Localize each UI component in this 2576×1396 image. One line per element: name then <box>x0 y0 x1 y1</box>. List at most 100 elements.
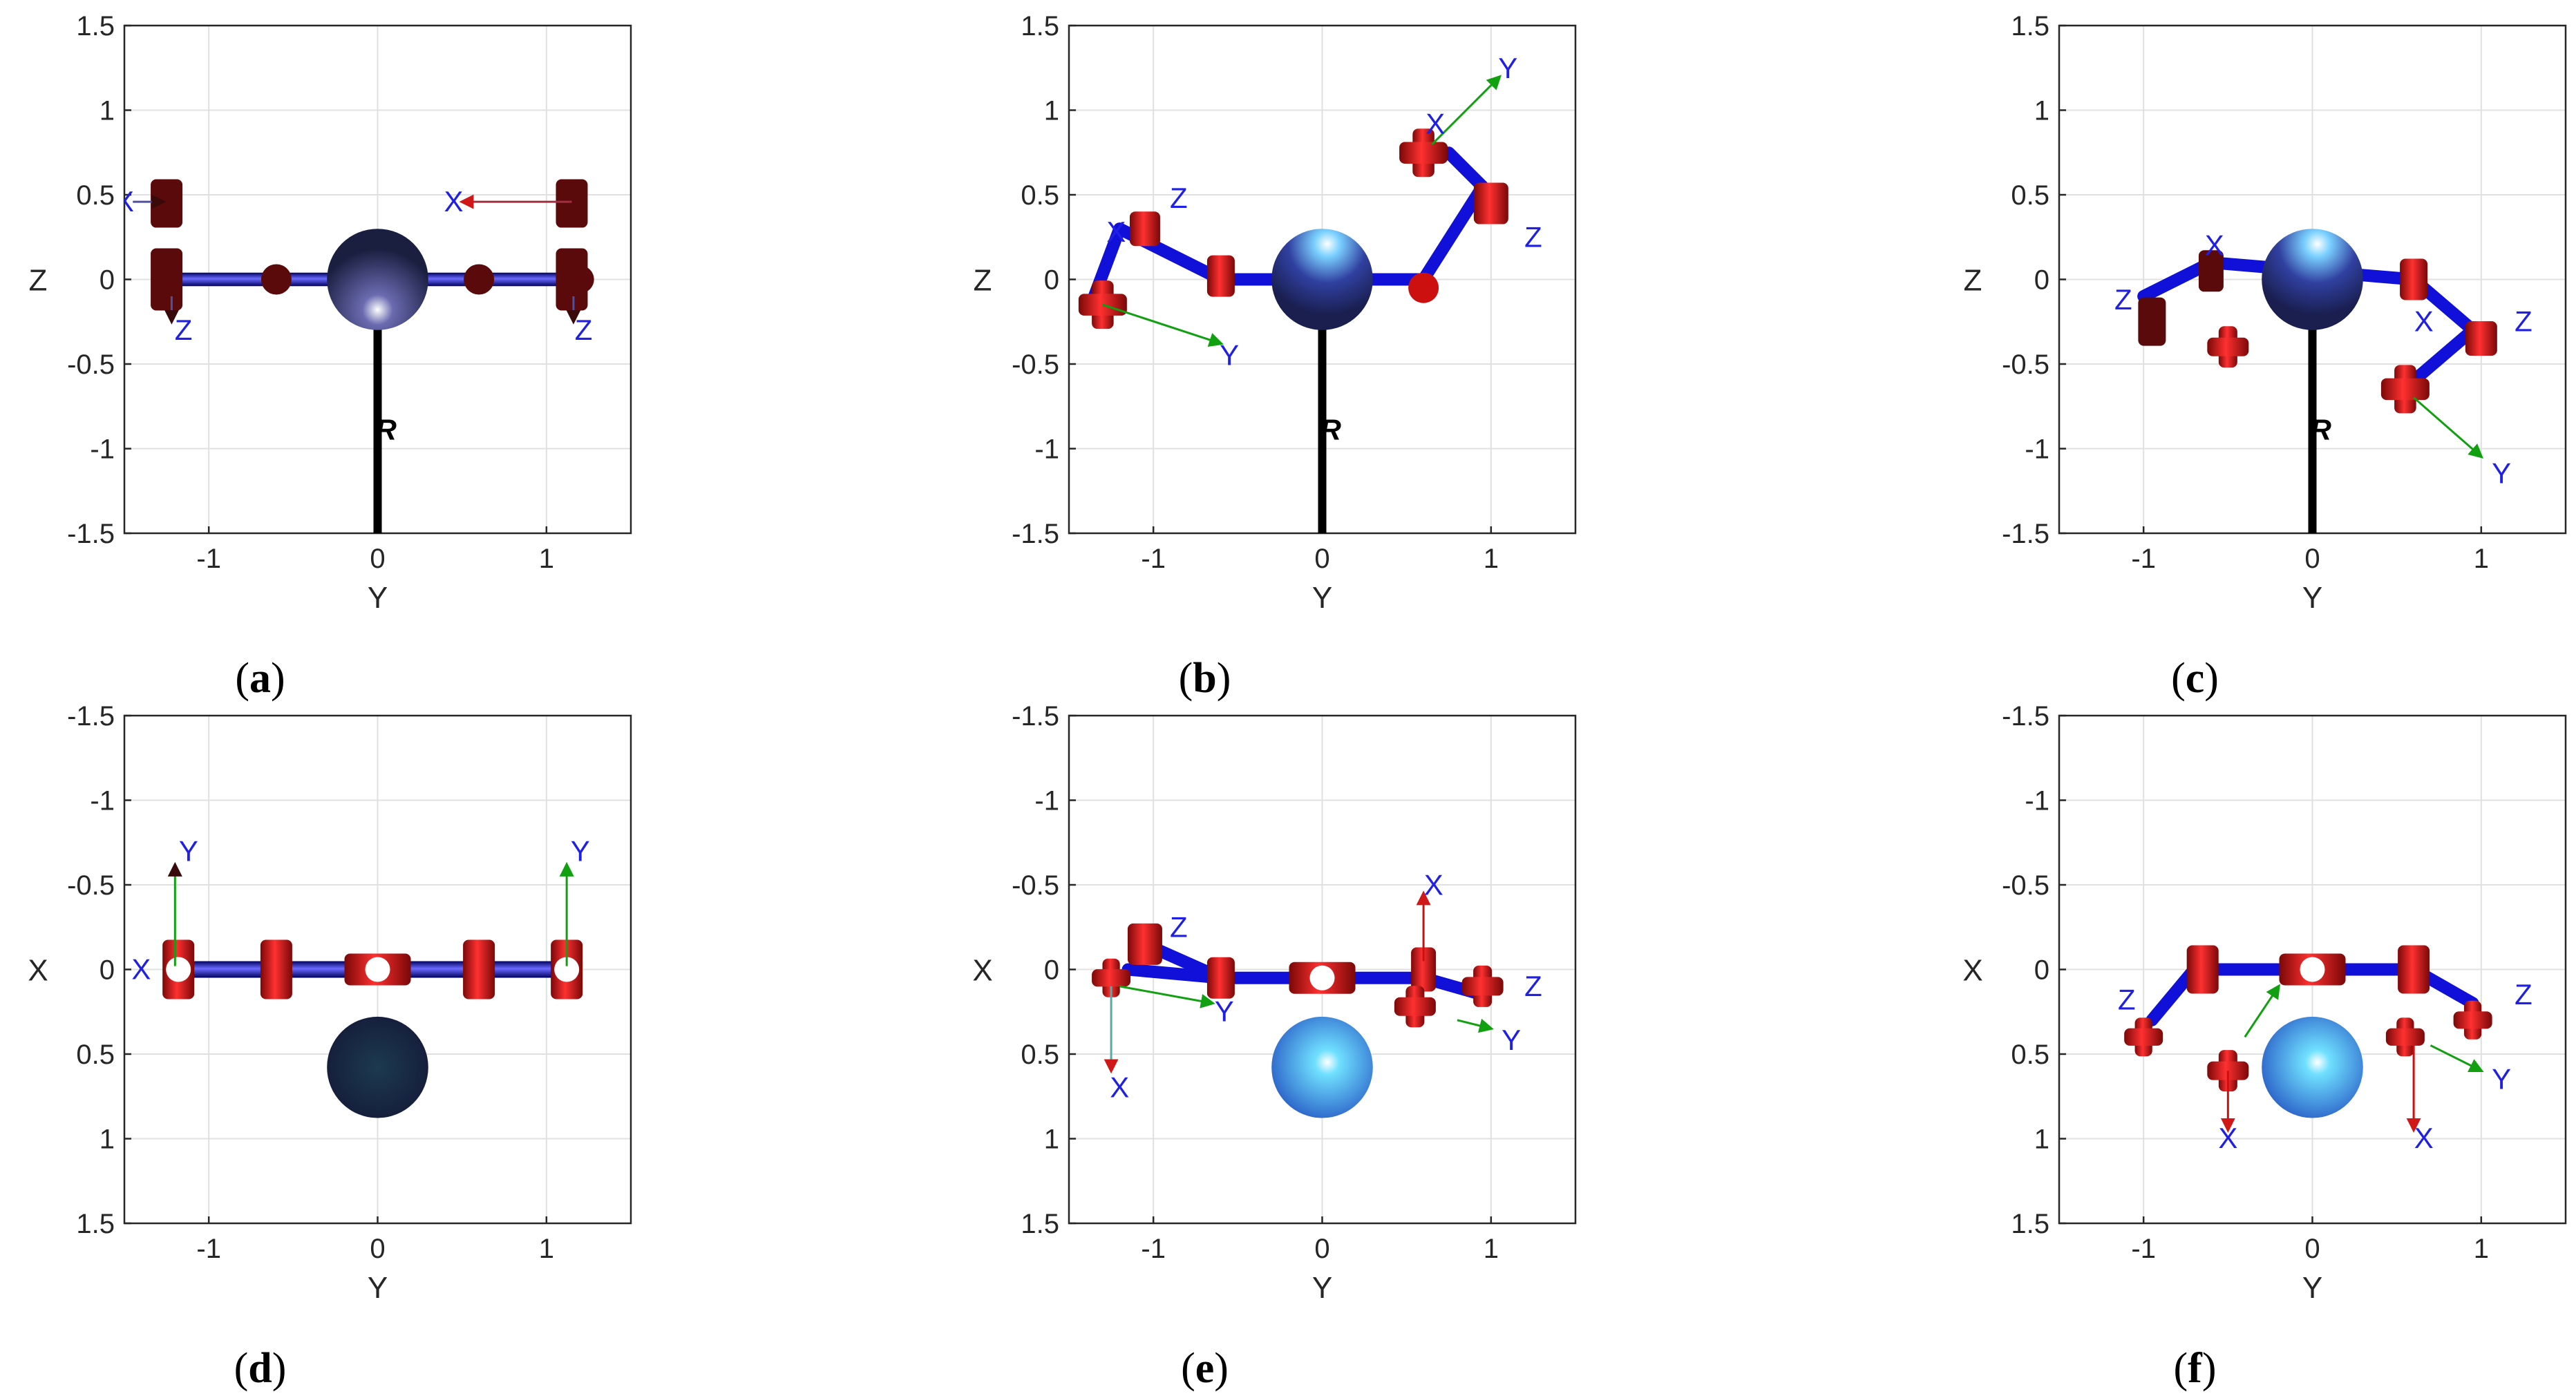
joint-cylinder <box>2398 945 2430 994</box>
joint-cylinder <box>2385 1028 2425 1046</box>
frame-axis-label-y: Y <box>1220 338 1239 371</box>
y-tick-label: 0.5 <box>2011 180 2049 211</box>
y-tick-label: 1.5 <box>76 11 115 41</box>
frame-axis-label-z: Z <box>1170 910 1188 943</box>
joint-cylinder <box>260 939 292 1000</box>
frame-axis-arrow <box>2244 984 2280 1038</box>
y-tick-label: -1.5 <box>1012 701 1059 732</box>
caption-letter: d <box>248 1345 272 1392</box>
frame-axis-label-x: X <box>2414 305 2434 338</box>
y-tick-label: 1 <box>100 96 115 126</box>
x-tick-label: 1 <box>1484 544 1499 574</box>
y-tick-label: 0.5 <box>76 180 115 211</box>
x-tick-label: 0 <box>1314 544 1329 574</box>
central-sphere <box>327 1016 428 1118</box>
x-tick-label: -1 <box>196 1234 221 1264</box>
y-tick-label: 1 <box>2034 96 2049 126</box>
joint-cylinder <box>2124 1028 2163 1046</box>
base-label: R <box>376 414 397 446</box>
y-tick-label: -1.5 <box>67 519 115 549</box>
base-label: R <box>1320 414 1342 446</box>
robot-scene: Y Y X <box>131 834 590 1118</box>
y-tick-label: -0.5 <box>2002 870 2049 901</box>
joint-cylinder <box>1127 923 1162 965</box>
joint-cylinder <box>1473 182 1508 224</box>
frame-axis-label-z: Z <box>2515 978 2532 1011</box>
y-tick-label: -1 <box>90 434 115 465</box>
joint-cylinder <box>1092 969 1131 987</box>
joint <box>1408 272 1439 303</box>
x-axis-label: Y <box>2302 1271 2322 1305</box>
x-axis-label: Y <box>1312 1271 1332 1305</box>
joint-face <box>1309 965 1335 991</box>
caption-letter: b <box>1193 655 1216 702</box>
frame-axis-label-y: Y <box>2492 457 2511 489</box>
frame-axis-label-y: Y <box>2492 1062 2511 1095</box>
frame-axis-label-x: X <box>1106 216 1126 248</box>
robot-scene: R Y Z X X Z <box>2114 229 2532 533</box>
joint-cylinder <box>2453 1011 2492 1029</box>
y-tick-label: 1.5 <box>2011 1209 2049 1239</box>
y-tick-label: -1 <box>2025 786 2049 816</box>
x-tick-label: 1 <box>2474 1234 2489 1264</box>
y-tick-label: 0.5 <box>76 1040 115 1070</box>
link-segment <box>1417 180 1489 286</box>
x-tick-label: 1 <box>1484 1234 1499 1264</box>
y-axis-label: Z <box>29 264 48 298</box>
y-tick-label: -1 <box>1034 434 1059 465</box>
y-tick-label: -0.5 <box>2002 350 2049 380</box>
frame-axis-label-x: X <box>444 185 463 218</box>
y-axis-label: X <box>1962 954 1982 988</box>
y-tick-label: 1 <box>100 1125 115 1155</box>
frame-axis-label-x: X <box>115 185 134 218</box>
x-tick-label: 0 <box>1314 1234 1329 1264</box>
joint-cylinder <box>2186 945 2219 994</box>
joint-cylinder <box>2207 337 2249 356</box>
link-segment <box>1442 146 1489 193</box>
frame-axis-label-z: Z <box>1170 182 1188 214</box>
panel-c: 1.5 1 0.5 0 -0.5 -1 -1.5 -1 0 1 Y Z (c) R Y Z X X Z <box>1964 11 2567 702</box>
y-tick-label: 0 <box>100 265 115 296</box>
frame-axis-label-x: X <box>1426 108 1445 140</box>
frame-axis-label-z: Z <box>175 314 193 346</box>
y-tick-label: 1 <box>1044 1125 1059 1155</box>
joint-face <box>166 957 191 982</box>
y-tick-label: -1.5 <box>2002 701 2049 732</box>
joint-cylinder <box>2465 321 2497 356</box>
panel-f: -1.5 -1 -0.5 0 0.5 1 1.5 -1 0 1 Y X (f) X X Y Z Z <box>1962 701 2567 1392</box>
link-segment <box>2407 323 2479 388</box>
frame-axis-arrow <box>2413 396 2483 459</box>
caption-letter: e <box>1195 1345 1215 1392</box>
central-sphere <box>2262 1016 2363 1118</box>
x-axis-label: Y <box>368 581 388 615</box>
y-tick-label: 0.5 <box>1021 1040 1059 1070</box>
frame-axis-label-x: X <box>1424 868 1443 901</box>
frame-axis-label-z: Z <box>2515 305 2532 338</box>
frame-axis-label-y: Y <box>1215 995 1234 1028</box>
panel-caption: (d) <box>234 1345 287 1392</box>
panel-caption: (c) <box>2171 655 2219 702</box>
y-tick-label: -1 <box>90 786 115 816</box>
joint-cylinder <box>2380 378 2430 401</box>
caption-letter: f <box>2188 1345 2203 1392</box>
caption-letter: c <box>2186 655 2205 702</box>
joint-cylinder <box>1129 211 1160 247</box>
joint-cylinder <box>1411 947 1437 992</box>
y-tick-label: 1 <box>1044 96 1059 126</box>
x-tick-label: -1 <box>2131 544 2156 574</box>
frame-axis-label-y: Y <box>1502 1024 1521 1056</box>
joint-cylinder <box>151 179 183 228</box>
y-tick-label: 0.5 <box>1021 180 1059 211</box>
frame-axis-label-y: Y <box>179 834 198 867</box>
frame-axis-label-x: X <box>1110 1071 1129 1104</box>
central-sphere <box>2262 229 2363 330</box>
y-tick-label: -0.5 <box>67 350 115 380</box>
joint-cylinder <box>2198 250 2224 292</box>
x-tick-label: 1 <box>539 544 554 574</box>
y-tick-label: 1.5 <box>2011 11 2049 41</box>
joint-cylinder <box>2138 297 2166 346</box>
x-axis-label: Y <box>2302 581 2322 615</box>
y-tick-label: 0.5 <box>2011 1040 2049 1070</box>
frame-axis-arrow <box>1431 75 1502 146</box>
